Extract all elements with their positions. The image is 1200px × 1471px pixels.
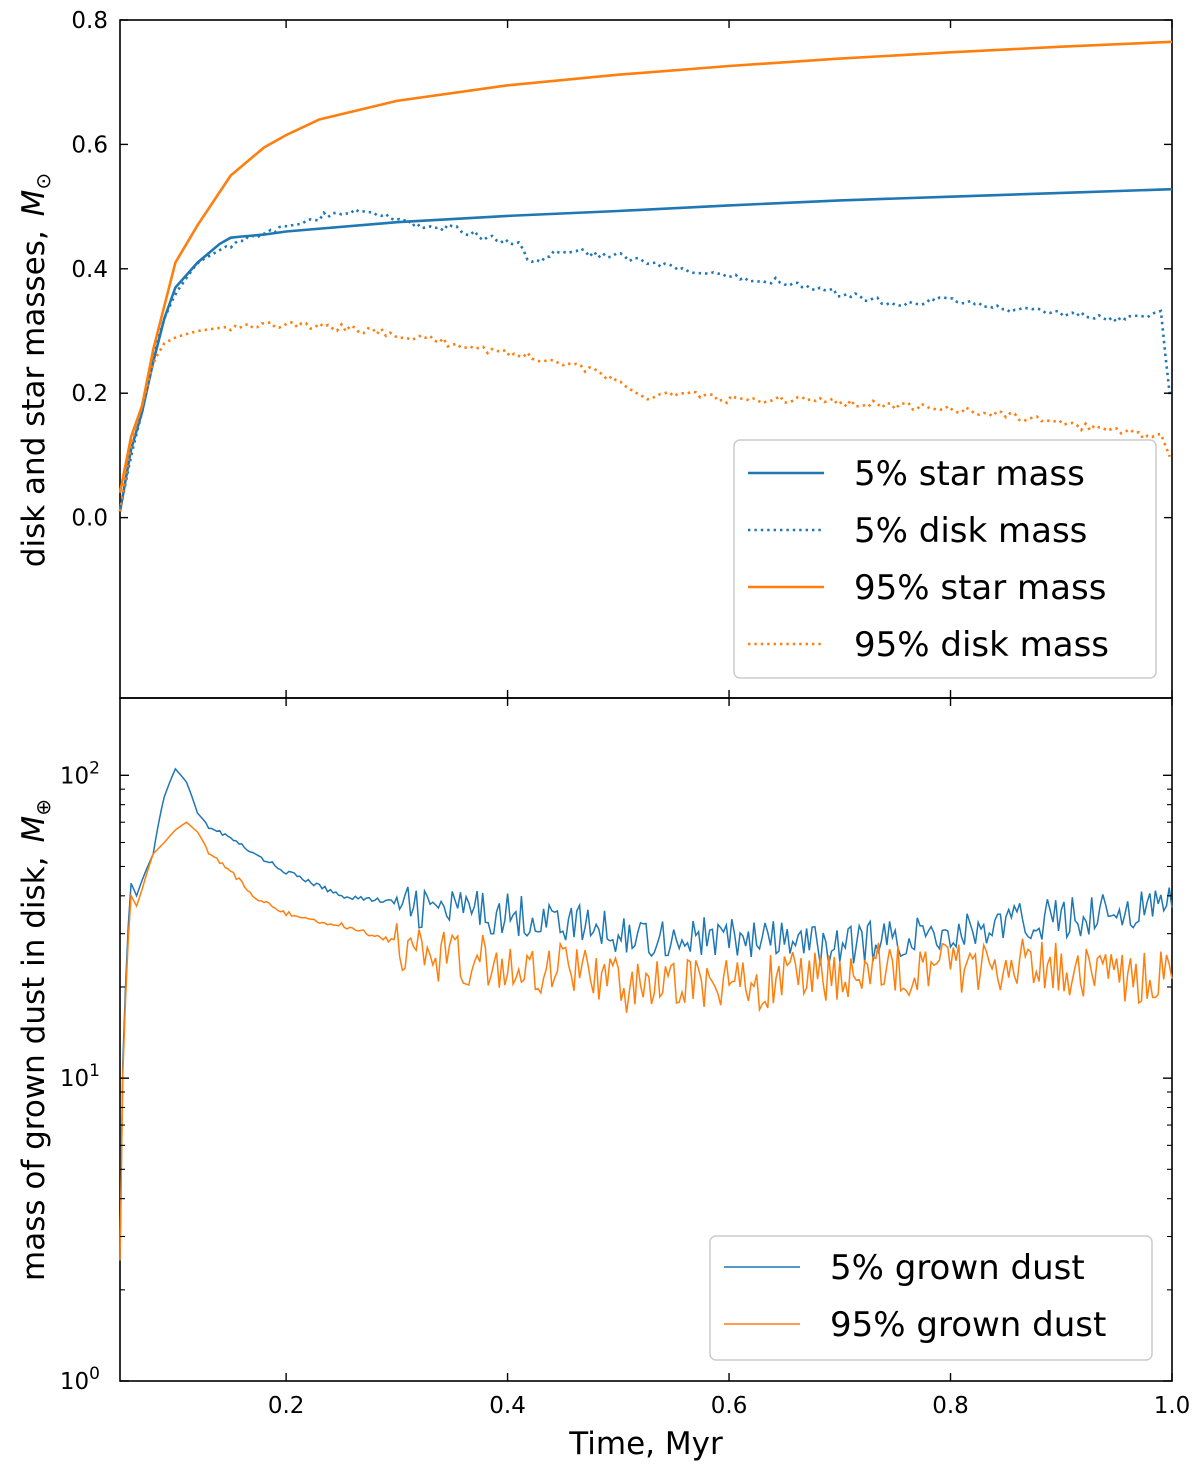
top-legend: 5% star mass 5% disk mass 95% star mass …	[733, 439, 1157, 679]
bottom-y-tick-label: 102	[60, 758, 100, 789]
series-5pct-grown-dust	[119, 767, 1173, 1261]
x-axis-label: Time, Myr	[568, 1426, 723, 1462]
x-tick-label: 0.4	[489, 1393, 526, 1419]
x-tick-label: 0.8	[932, 1393, 969, 1419]
legend-label-5pct-star-mass: 5% star mass	[854, 454, 1085, 494]
series-95pct-disk-mass	[118, 320, 1172, 512]
bottom-series-group	[119, 767, 1173, 1261]
x-tick-label: 1.0	[1154, 1393, 1191, 1419]
legend-label-5pct-grown-dust: 5% grown dust	[830, 1248, 1085, 1288]
top-legend-box	[733, 439, 1157, 679]
bottom-x-ticks: 0.2 0.4 0.6 0.8 1.0	[268, 698, 1190, 1419]
bottom-legend: 5% grown dust 95% grown dust	[709, 1235, 1153, 1361]
x-tick-label: 0.6	[711, 1393, 748, 1419]
bottom-y-tick-label: 100	[60, 1364, 100, 1395]
legend-label-95pct-disk-mass: 95% disk mass	[854, 625, 1109, 665]
bottom-y-axis-label: mass of grown dust in disk,M⊕	[16, 799, 55, 1281]
x-tick-label: 0.2	[268, 1393, 305, 1419]
top-y-axis-label: disk and star masses,M⊙	[16, 173, 55, 567]
top-panel: 0.00.20.40.60.8 disk and star masses,M⊙ …	[16, 8, 1173, 699]
legend-label-95pct-grown-dust: 95% grown dust	[830, 1305, 1106, 1345]
top-y-tick-label: 0.8	[71, 8, 108, 34]
bottom-legend-box	[709, 1235, 1153, 1361]
top-y-tick-label: 0.4	[71, 257, 108, 283]
top-y-tick-label: 0.2	[71, 381, 108, 407]
bottom-plot-frame	[119, 697, 1173, 1382]
bottom-y-ticks: 100 101 102	[60, 758, 1172, 1395]
top-y-ticks: 0.0 0.2 0.4 0.6 0.8	[71, 8, 1172, 532]
top-x-ticks	[285, 20, 1173, 698]
bottom-panel: 100 101 102 0.2 0.4 0.6 0.8 1.0 mass of grown …	[16, 697, 1190, 1462]
series-95pct-star-mass	[118, 40, 1173, 493]
legend-label-95pct-star-mass: 95% star mass	[854, 568, 1106, 608]
series-95pct-grown-dust	[119, 821, 1173, 1261]
top-y-tick-label: 0.6	[71, 132, 108, 158]
legend-label-5pct-disk-mass: 5% disk mass	[854, 511, 1087, 551]
top-y-tick-label: 0.0	[71, 506, 108, 532]
bottom-y-tick-label: 101	[60, 1061, 100, 1092]
top-series-group	[118, 40, 1173, 512]
